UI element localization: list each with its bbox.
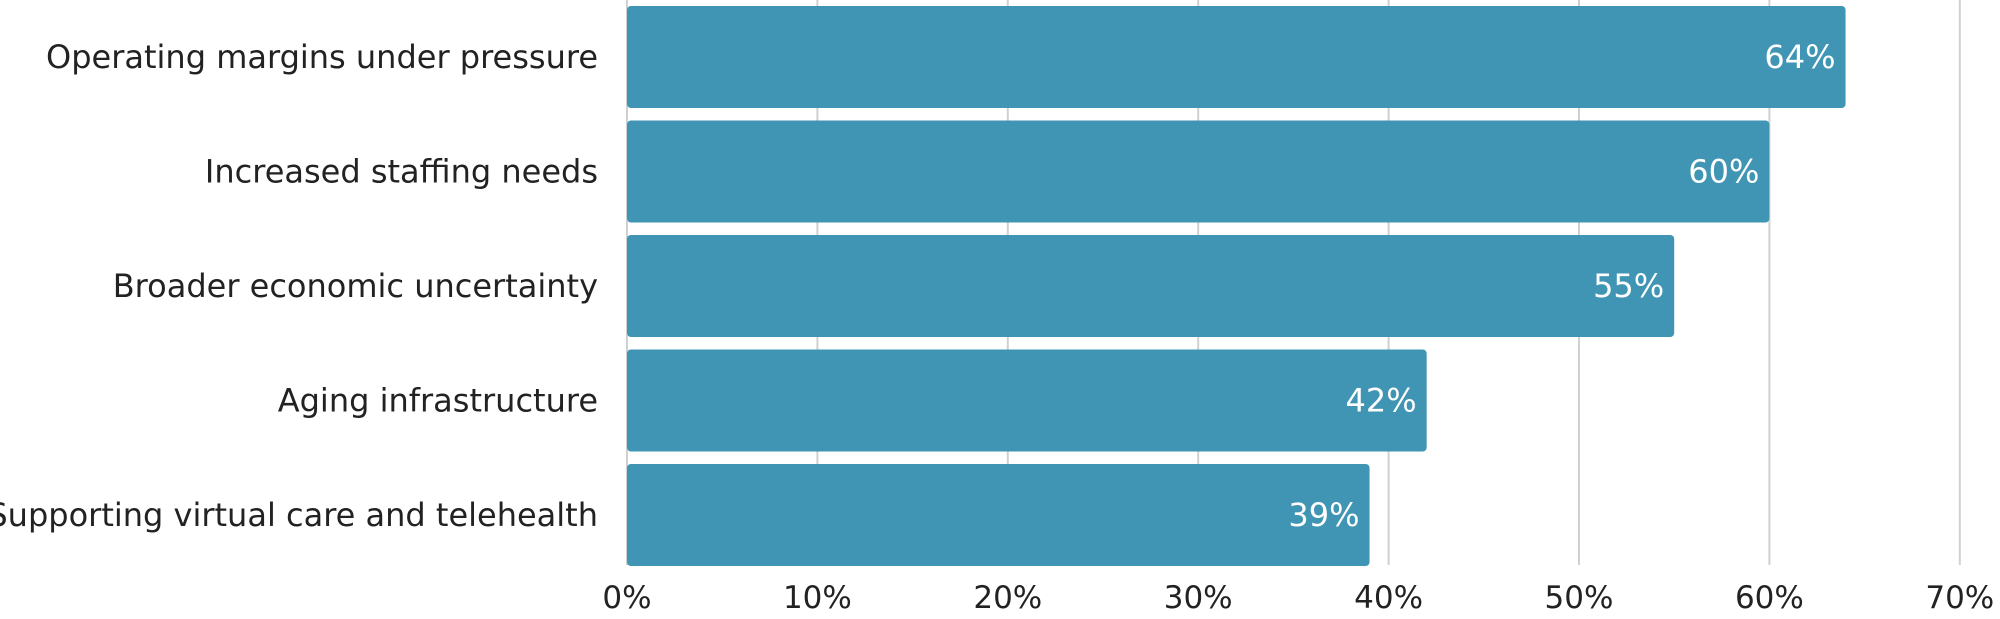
category-label: Aging infrastructure	[278, 382, 598, 420]
bar	[627, 349, 1427, 452]
bar-value-label: 55%	[1593, 267, 1664, 305]
category-label: Operating margins under pressure	[46, 38, 598, 76]
bar	[627, 120, 1770, 223]
tick-label: 10%	[783, 580, 852, 616]
value-labels: 64% 60% 55% 42% 39%	[1288, 38, 1835, 534]
bar	[627, 464, 1370, 566]
category-label: Broader economic uncertainty	[113, 267, 598, 305]
tick-label: 40%	[1354, 580, 1423, 616]
tick-label: 30%	[1164, 580, 1233, 616]
bar-value-label: 60%	[1688, 153, 1759, 191]
tick-label: 50%	[1545, 580, 1614, 616]
bar-value-label: 42%	[1346, 382, 1417, 420]
bar	[627, 6, 1846, 108]
bar-value-label: 39%	[1288, 496, 1359, 534]
category-label: Supporting virtual care and telehealth	[0, 496, 598, 534]
category-label: Increased staffing needs	[205, 153, 598, 191]
tick-label: 70%	[1925, 580, 1994, 616]
x-axis-ticks: 0% 10% 20% 30% 40% 50% 60% 70%	[602, 580, 1994, 616]
bars	[627, 6, 1846, 566]
bar-value-label: 64%	[1764, 38, 1835, 76]
tick-label: 0%	[602, 580, 651, 616]
tick-label: 20%	[973, 580, 1042, 616]
tick-label: 60%	[1735, 580, 1804, 616]
bar	[627, 235, 1675, 337]
category-labels: Operating margins under pressure Increase…	[0, 38, 598, 534]
